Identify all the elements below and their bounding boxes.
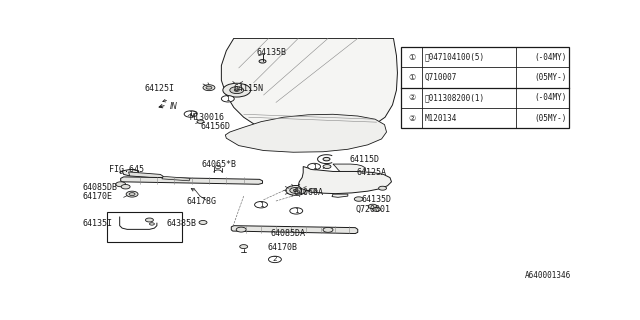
Circle shape (150, 223, 154, 225)
Circle shape (355, 197, 364, 201)
Text: ②: ② (408, 114, 415, 123)
Text: Ⓢ047104100(5): Ⓢ047104100(5) (424, 53, 484, 62)
Text: (-04MY): (-04MY) (534, 53, 567, 62)
Text: 64115D: 64115D (349, 155, 380, 164)
Circle shape (203, 85, 215, 91)
Circle shape (184, 111, 197, 117)
Bar (401, 47, 569, 128)
Polygon shape (121, 177, 262, 184)
Circle shape (223, 83, 251, 97)
Circle shape (197, 120, 204, 124)
Text: 1: 1 (294, 208, 299, 214)
Text: ①: ① (408, 53, 415, 62)
Text: ⒲011308200(1): ⒲011308200(1) (424, 93, 484, 102)
Circle shape (323, 157, 330, 161)
Circle shape (221, 96, 234, 102)
Text: ②: ② (408, 93, 415, 102)
Text: 1: 1 (188, 111, 193, 117)
Text: ①: ① (408, 73, 415, 82)
Circle shape (230, 87, 244, 93)
Circle shape (290, 188, 301, 193)
Text: IN: IN (170, 102, 179, 111)
Circle shape (236, 227, 246, 232)
Text: 64125I: 64125I (144, 84, 174, 93)
Text: (05MY-): (05MY-) (534, 114, 567, 123)
Text: 64170E: 64170E (83, 192, 113, 201)
Text: 64156D: 64156D (200, 122, 230, 131)
Text: 64125A: 64125A (356, 168, 387, 177)
Polygon shape (221, 38, 397, 137)
Text: 64385B: 64385B (167, 219, 197, 228)
Circle shape (269, 256, 282, 263)
Circle shape (259, 60, 266, 63)
Text: 64065*B: 64065*B (202, 160, 237, 169)
Circle shape (129, 193, 135, 196)
Text: 64178G: 64178G (187, 197, 216, 206)
Text: M130016: M130016 (190, 113, 225, 122)
Text: 2: 2 (273, 256, 277, 262)
Circle shape (379, 186, 387, 190)
Circle shape (372, 207, 381, 212)
Text: Q710007: Q710007 (424, 73, 456, 82)
Text: 64085DA: 64085DA (271, 229, 306, 238)
Text: 64085DB: 64085DB (83, 183, 118, 192)
Circle shape (126, 191, 138, 197)
Text: 1: 1 (259, 202, 263, 208)
Text: 64170B: 64170B (268, 243, 298, 252)
Circle shape (323, 228, 333, 232)
Circle shape (255, 202, 268, 208)
Circle shape (240, 244, 248, 249)
Text: 64135D: 64135D (361, 195, 391, 204)
Polygon shape (162, 176, 190, 181)
Circle shape (290, 208, 303, 214)
Polygon shape (333, 164, 365, 175)
Text: 64135I: 64135I (83, 219, 113, 228)
Circle shape (234, 89, 239, 92)
Circle shape (189, 111, 197, 115)
Text: 1: 1 (225, 96, 230, 102)
Text: A640001346: A640001346 (525, 271, 571, 280)
Circle shape (286, 186, 306, 195)
Text: (-04MY): (-04MY) (534, 93, 567, 102)
Circle shape (121, 185, 130, 189)
Circle shape (116, 182, 125, 187)
Text: FIG.645: FIG.645 (109, 165, 144, 174)
Circle shape (368, 204, 377, 209)
Polygon shape (231, 226, 358, 234)
Circle shape (215, 165, 221, 169)
Text: 64135B: 64135B (256, 48, 286, 57)
Text: Q720001: Q720001 (356, 205, 391, 214)
Circle shape (309, 189, 317, 193)
Text: (05MY-): (05MY-) (534, 73, 567, 82)
Circle shape (323, 164, 331, 169)
Polygon shape (332, 194, 348, 197)
Text: 64066A: 64066A (293, 188, 323, 197)
Circle shape (206, 86, 212, 89)
Text: 1: 1 (312, 164, 316, 170)
Polygon shape (225, 114, 387, 152)
Text: 64115N: 64115N (234, 84, 264, 93)
Text: M120134: M120134 (424, 114, 456, 123)
Circle shape (293, 189, 298, 192)
Bar (108, 212, 182, 242)
Polygon shape (298, 166, 392, 194)
Circle shape (199, 220, 207, 224)
Polygon shape (122, 170, 138, 176)
Circle shape (308, 163, 321, 170)
Polygon shape (129, 172, 163, 178)
Circle shape (145, 218, 154, 222)
